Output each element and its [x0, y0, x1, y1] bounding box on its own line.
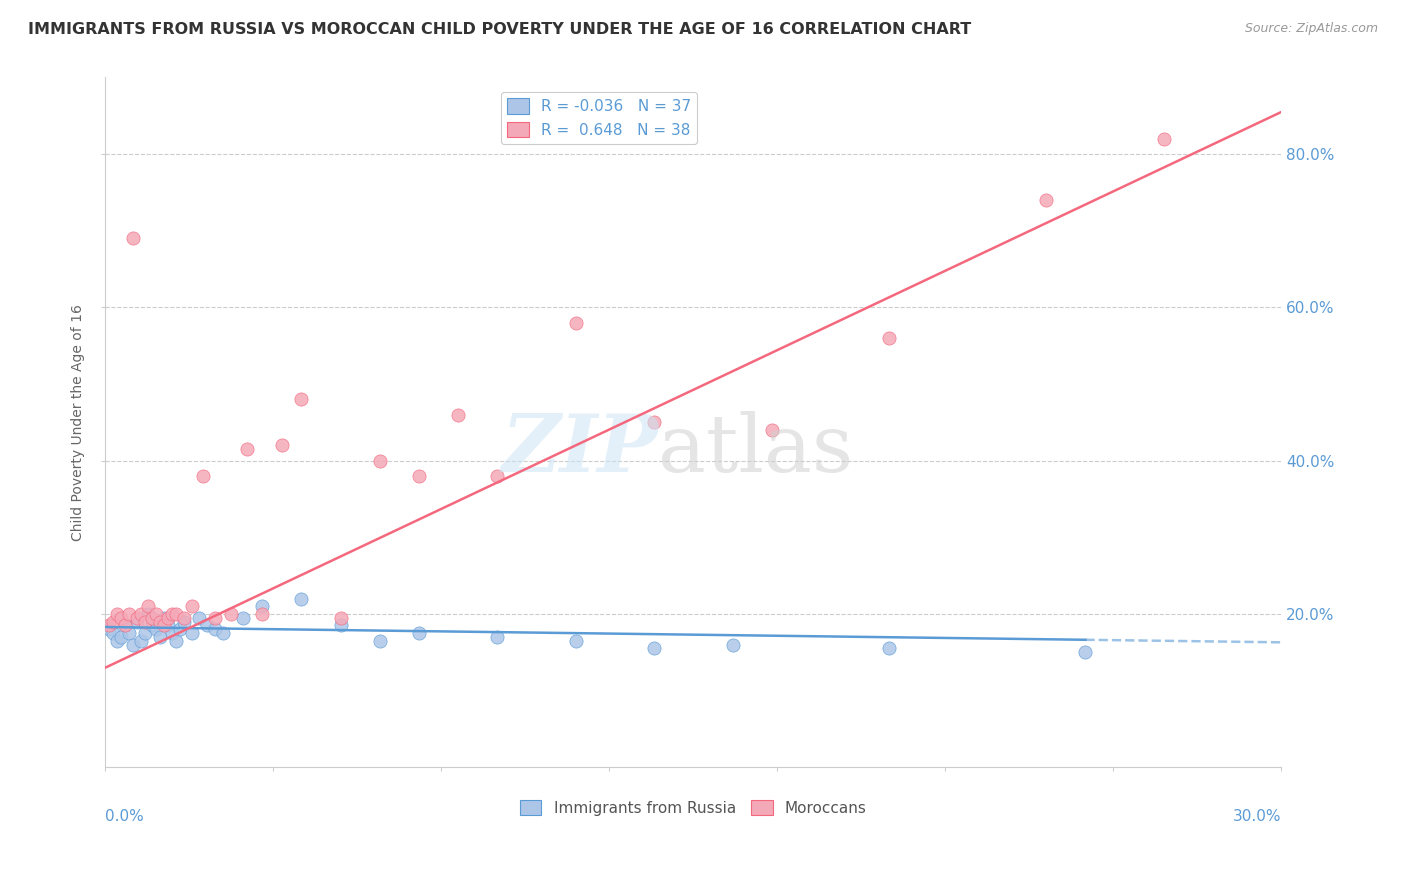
- Point: [408, 469, 430, 483]
- Point: [114, 618, 136, 632]
- Point: [204, 622, 226, 636]
- Point: [879, 331, 901, 345]
- Point: [129, 633, 152, 648]
- Legend: Immigrants from Russia, Moroccans: Immigrants from Russia, Moroccans: [515, 794, 873, 822]
- Point: [98, 618, 121, 632]
- Point: [565, 316, 588, 330]
- Point: [290, 591, 312, 606]
- Point: [165, 607, 187, 621]
- Point: [169, 622, 191, 636]
- Point: [121, 231, 143, 245]
- Text: atlas: atlas: [658, 411, 853, 489]
- Point: [643, 641, 665, 656]
- Point: [138, 607, 160, 621]
- Point: [235, 442, 257, 457]
- Point: [118, 607, 141, 621]
- Point: [145, 607, 167, 621]
- Point: [114, 618, 136, 632]
- Point: [290, 392, 312, 407]
- Point: [110, 630, 132, 644]
- Point: [157, 618, 180, 632]
- Point: [1035, 193, 1057, 207]
- Point: [212, 626, 235, 640]
- Point: [486, 630, 509, 644]
- Point: [250, 607, 273, 621]
- Point: [149, 630, 172, 644]
- Point: [141, 611, 163, 625]
- Point: [565, 633, 588, 648]
- Point: [721, 638, 744, 652]
- Point: [761, 423, 783, 437]
- Point: [879, 641, 901, 656]
- Point: [232, 611, 254, 625]
- Point: [180, 626, 202, 640]
- Point: [204, 611, 226, 625]
- Point: [153, 611, 176, 625]
- Point: [250, 599, 273, 614]
- Point: [103, 615, 125, 629]
- Text: 0.0%: 0.0%: [105, 809, 145, 823]
- Text: IMMIGRANTS FROM RUSSIA VS MOROCCAN CHILD POVERTY UNDER THE AGE OF 16 CORRELATION: IMMIGRANTS FROM RUSSIA VS MOROCCAN CHILD…: [28, 22, 972, 37]
- Point: [173, 611, 195, 625]
- Y-axis label: Child Poverty Under the Age of 16: Child Poverty Under the Age of 16: [72, 304, 86, 541]
- Point: [145, 622, 167, 636]
- Point: [188, 611, 211, 625]
- Point: [180, 599, 202, 614]
- Text: 30.0%: 30.0%: [1233, 809, 1281, 823]
- Point: [141, 618, 163, 632]
- Point: [118, 626, 141, 640]
- Point: [105, 633, 128, 648]
- Point: [486, 469, 509, 483]
- Point: [193, 469, 215, 483]
- Point: [447, 408, 470, 422]
- Point: [160, 626, 183, 640]
- Point: [173, 615, 195, 629]
- Point: [134, 626, 156, 640]
- Point: [98, 622, 121, 636]
- Point: [1153, 132, 1175, 146]
- Point: [643, 415, 665, 429]
- Text: Source: ZipAtlas.com: Source: ZipAtlas.com: [1244, 22, 1378, 36]
- Point: [153, 618, 176, 632]
- Point: [195, 618, 218, 632]
- Point: [105, 607, 128, 621]
- Point: [368, 633, 391, 648]
- Text: ZIP: ZIP: [501, 411, 658, 489]
- Point: [368, 453, 391, 467]
- Point: [134, 615, 156, 629]
- Point: [160, 607, 183, 621]
- Point: [270, 438, 292, 452]
- Point: [121, 638, 143, 652]
- Point: [149, 615, 172, 629]
- Point: [138, 599, 160, 614]
- Point: [329, 618, 352, 632]
- Point: [157, 611, 180, 625]
- Point: [408, 626, 430, 640]
- Point: [103, 626, 125, 640]
- Point: [219, 607, 242, 621]
- Point: [1074, 645, 1097, 659]
- Point: [125, 611, 148, 625]
- Point: [165, 633, 187, 648]
- Point: [110, 611, 132, 625]
- Point: [125, 615, 148, 629]
- Point: [329, 611, 352, 625]
- Point: [129, 607, 152, 621]
